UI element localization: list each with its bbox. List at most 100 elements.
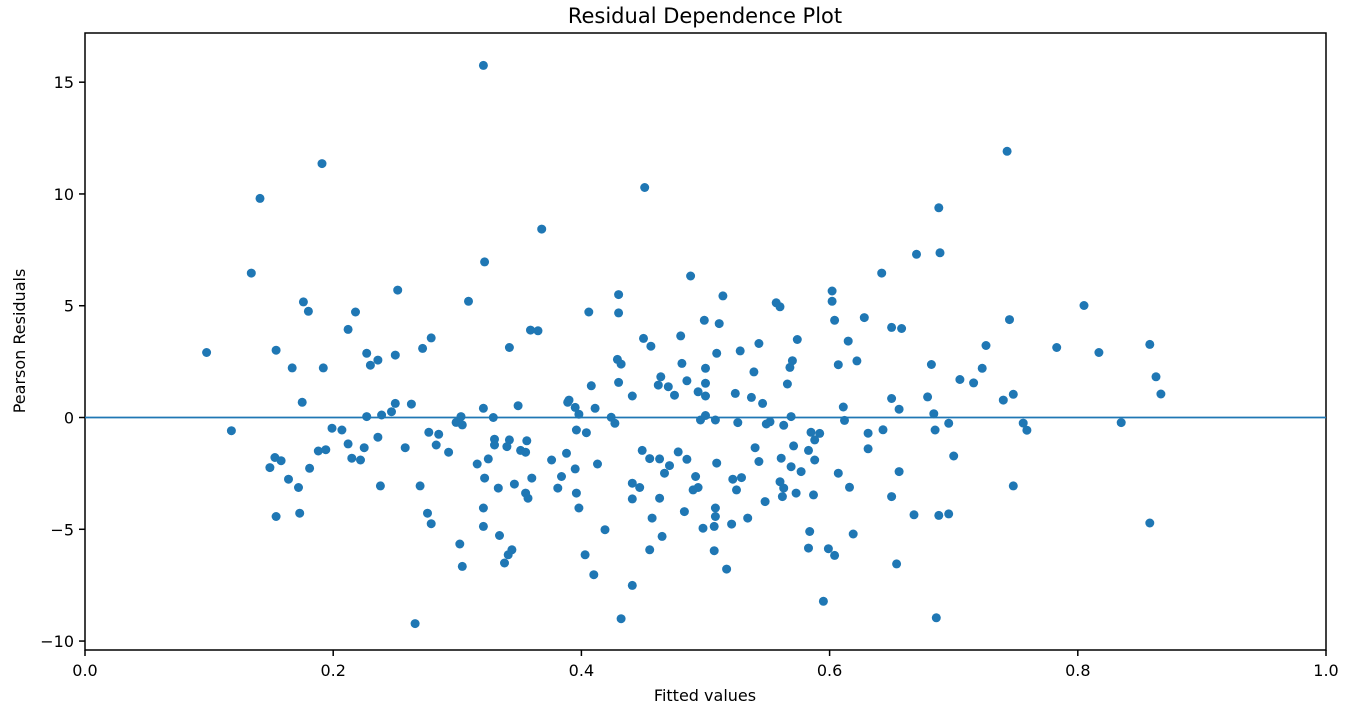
scatter-point	[522, 436, 532, 446]
scatter-point	[750, 443, 760, 453]
scatter-point	[271, 345, 281, 355]
scatter-point	[365, 360, 375, 370]
scatter-point	[574, 409, 584, 419]
scatter-point	[574, 503, 584, 513]
scatter-point	[590, 403, 600, 413]
scatter-point	[362, 412, 372, 422]
scatter-point	[969, 378, 979, 388]
scatter-point	[294, 483, 303, 492]
scatter-point	[701, 378, 710, 388]
x-tick-label: 0.6	[817, 661, 842, 680]
scatter-point	[1145, 339, 1155, 349]
scatter-point	[464, 296, 473, 306]
scatter-point	[637, 445, 647, 455]
scatter-point	[614, 308, 624, 318]
scatter-point	[1094, 348, 1104, 357]
scatter-point	[733, 418, 743, 428]
scatter-point	[699, 315, 709, 325]
scatter-point	[406, 399, 416, 409]
scatter-point	[955, 375, 965, 384]
scatter-point	[848, 529, 858, 539]
scatter-point	[593, 459, 602, 469]
scatter-point	[426, 333, 436, 343]
scatter-point	[646, 341, 656, 351]
scatter-point	[830, 315, 840, 325]
scatter-point	[343, 324, 353, 334]
scatter-point	[327, 423, 337, 433]
scatter-point	[526, 325, 535, 335]
scatter-point	[934, 203, 944, 213]
scatter-point	[571, 488, 581, 498]
scatter-point	[375, 481, 385, 491]
scatter-point	[653, 380, 663, 390]
scatter-point	[730, 388, 740, 398]
scatter-point	[789, 441, 799, 451]
x-axis-ticks: 0.0 0.2 0.4 0.6 0.8 1.0	[72, 650, 1339, 680]
x-tick-label: 0.4	[569, 661, 594, 680]
scatter-point	[727, 519, 737, 529]
scatter-point	[810, 435, 820, 445]
scatter-point	[614, 290, 624, 300]
scatter-point	[677, 358, 687, 368]
scatter-point	[415, 481, 425, 491]
scatter-point	[600, 525, 610, 535]
x-tick-label: 0.0	[72, 661, 97, 680]
y-tick-label: 0	[64, 409, 74, 428]
scatter-point	[833, 360, 843, 370]
scatter-point	[490, 440, 499, 450]
scatter-point	[1145, 518, 1155, 528]
scatter-point	[426, 519, 436, 529]
scatter-point	[792, 335, 802, 344]
scatter-point	[779, 483, 789, 493]
scatter-point	[480, 473, 490, 483]
scatter-point	[400, 443, 410, 453]
scatter-point	[635, 483, 645, 492]
scatter-point	[912, 249, 921, 259]
scatter-point	[758, 398, 768, 408]
scatter-point	[815, 428, 825, 438]
scatter-point	[929, 409, 939, 419]
scatter-point	[949, 451, 959, 461]
y-tick-label: 10	[54, 185, 74, 204]
scatter-point	[509, 479, 519, 489]
scatter-point	[931, 613, 941, 623]
scatter-point	[303, 306, 313, 316]
scatter-point	[616, 614, 626, 624]
scatter-point	[746, 392, 756, 402]
scatter-point	[656, 372, 666, 382]
scatter-point	[1008, 389, 1018, 399]
scatter-point	[393, 285, 403, 295]
scatter-point	[317, 159, 327, 169]
scatter-point	[493, 483, 503, 493]
scatter-point	[782, 379, 792, 389]
scatter-point	[827, 296, 837, 306]
scatter-point	[892, 559, 902, 569]
scatter-point	[455, 539, 465, 549]
scatter-point	[478, 60, 488, 70]
scatter-point	[424, 427, 434, 437]
scatter-point	[894, 467, 904, 477]
scatter-point	[571, 425, 581, 435]
scatter-point	[827, 286, 837, 296]
scatter-point	[640, 183, 650, 192]
scatter-point	[897, 324, 907, 333]
scatter-point	[818, 596, 828, 606]
scatter-point	[645, 454, 655, 464]
scatter-point	[785, 362, 795, 372]
scatter-point	[502, 442, 512, 452]
scatter-points	[202, 60, 1166, 629]
scatter-point	[226, 426, 236, 436]
scatter-point	[754, 457, 764, 466]
scatter-point	[627, 478, 637, 488]
scatter-point	[701, 391, 710, 401]
scatter-point	[472, 459, 482, 469]
scatter-point	[570, 402, 580, 412]
scatter-point	[614, 377, 624, 387]
scatter-point	[313, 446, 323, 456]
scatter-point	[887, 492, 897, 502]
scatter-point	[710, 512, 720, 521]
scatter-point	[537, 224, 547, 234]
scatter-point	[791, 488, 801, 498]
scatter-point	[709, 546, 719, 556]
scatter-point	[513, 401, 523, 411]
